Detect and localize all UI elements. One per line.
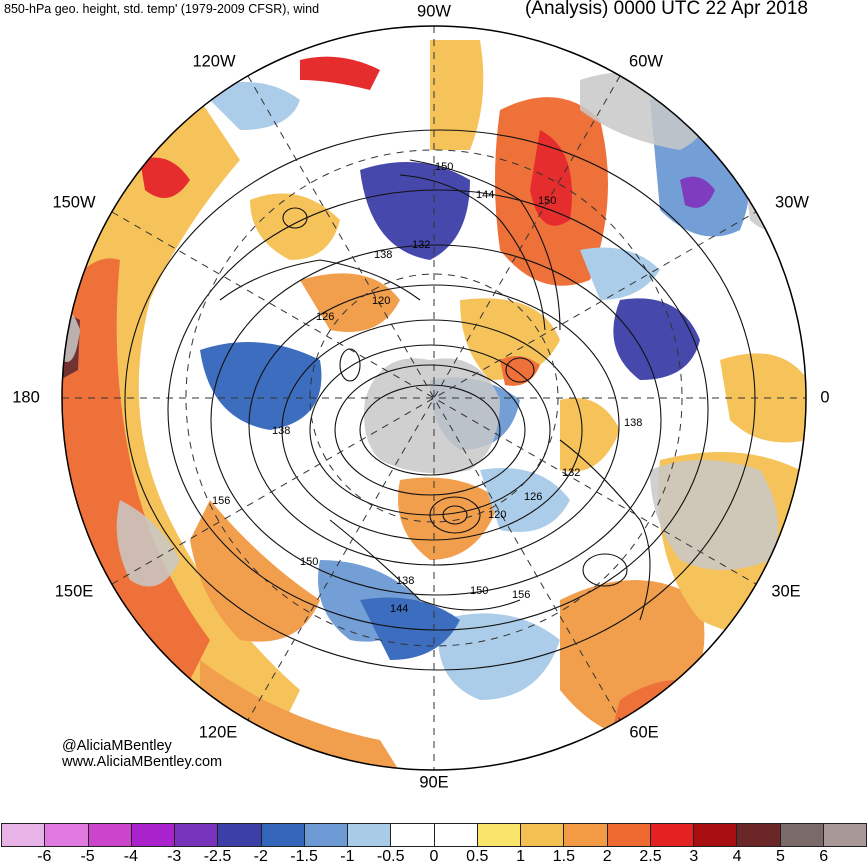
colorbar-tick-label: 1	[516, 848, 526, 865]
lon-label-90w: 90W	[417, 2, 451, 21]
colorbar-tick-label: 0	[429, 848, 439, 865]
chart-title-left: 850-hPa geo. height, std. temp' (1979-20…	[4, 2, 320, 16]
colorbar-tick-label: 3	[689, 848, 699, 865]
colorbar-swatch	[88, 824, 132, 846]
colorbar-swatch	[694, 824, 738, 846]
colorbar-swatch	[434, 824, 478, 846]
lon-label-60e: 60E	[629, 723, 659, 742]
colorbar-tick-label: 2.5	[639, 848, 662, 865]
contour-label: 138	[396, 575, 414, 587]
contour-label: 156	[512, 589, 530, 601]
contour-label: 150	[470, 585, 488, 597]
colorbar-swatch	[391, 824, 435, 846]
credit-block: @AliciaMBentley www.AliciaMBentley.com	[62, 738, 222, 770]
contour-label: 126	[316, 311, 334, 323]
lon-label-90e: 90E	[419, 773, 449, 792]
contour-label: 150	[538, 195, 556, 207]
colorbar-tick-label: 2	[602, 848, 612, 865]
contour-label: 138	[272, 425, 290, 437]
colorbar-swatch	[348, 824, 392, 846]
colorbar-swatch	[45, 824, 89, 846]
colorbar-tick-label: 5	[775, 848, 785, 865]
colorbar-swatch	[780, 824, 824, 846]
colorbar-swatch	[737, 824, 781, 846]
colorbar-swatch	[607, 824, 651, 846]
contour-label: 132	[412, 239, 430, 251]
height-contours	[124, 129, 756, 671]
colorbar-swatch	[175, 824, 219, 846]
lon-label-120w: 120W	[192, 52, 236, 71]
colorbar-tick-label: 0.5	[466, 848, 489, 865]
colorbar-swatch	[477, 824, 521, 846]
graticule	[62, 26, 806, 770]
colorbar-tick-label: -4	[123, 848, 139, 865]
colorbar-swatch	[261, 824, 305, 846]
contour-label: 138	[374, 249, 392, 261]
contour-label: 120	[488, 509, 506, 521]
colorbar-swatch	[564, 824, 608, 846]
contour-label: 150	[435, 161, 453, 173]
colorbar-swatch	[304, 824, 348, 846]
temperature-anomaly-colorbar	[1, 823, 867, 847]
colorbar-tick-label: -1.5	[290, 848, 318, 865]
contour-label: 144	[390, 603, 408, 615]
contour-label: 138	[624, 417, 642, 429]
colorbar-tick-label: -0.5	[376, 848, 405, 865]
colorbar-tick-label: -2.5	[203, 848, 232, 865]
colorbar-swatch	[2, 824, 46, 846]
lon-label-150w: 150W	[52, 193, 96, 212]
colorbar-tick-label: 1.5	[552, 848, 576, 865]
lon-label-120e: 120E	[198, 723, 238, 742]
contour-label: 132	[562, 467, 580, 479]
contour-label: 156	[212, 495, 230, 507]
lon-label-60w: 60W	[629, 52, 663, 71]
contour-label: 120	[372, 295, 390, 307]
contour-label-group: 150 144 138 132 150 120 126 138 156 150 …	[212, 161, 642, 615]
colorbar-swatch	[218, 824, 262, 846]
lon-label-180: 180	[12, 388, 40, 407]
lon-label-30e: 30E	[771, 582, 801, 601]
colorbar-swatch	[131, 824, 175, 846]
map-boundary-circle	[61, 25, 807, 771]
contour-label: 126	[524, 491, 542, 503]
colorbar-tick-label: 6	[819, 848, 829, 865]
lon-label-30w: 30W	[775, 193, 809, 212]
colorbar-tick-label: -1	[340, 848, 355, 865]
lon-label-0: 0	[820, 388, 830, 407]
contour-label: 150	[300, 556, 318, 568]
colorbar-swatch	[650, 824, 694, 846]
colorbar-tick-label: -6	[37, 848, 52, 865]
lon-label-150e: 150E	[54, 582, 94, 601]
colorbar-tick-label: 4	[732, 848, 742, 865]
credit-website: www.AliciaMBentley.com	[62, 754, 223, 770]
colorbar-tick-label: -5	[80, 848, 95, 865]
colorbar-tick-label: -2	[253, 848, 268, 865]
colorbar-swatch	[521, 824, 565, 846]
colorbar-tick-label: -3	[167, 848, 182, 865]
contour-label: 144	[476, 189, 494, 201]
credit-handle: @AliciaMBentley	[62, 738, 172, 754]
colorbar-swatch	[823, 824, 866, 846]
chart-title-right: (Analysis) 0000 UTC 22 Apr 2018	[524, 0, 808, 19]
